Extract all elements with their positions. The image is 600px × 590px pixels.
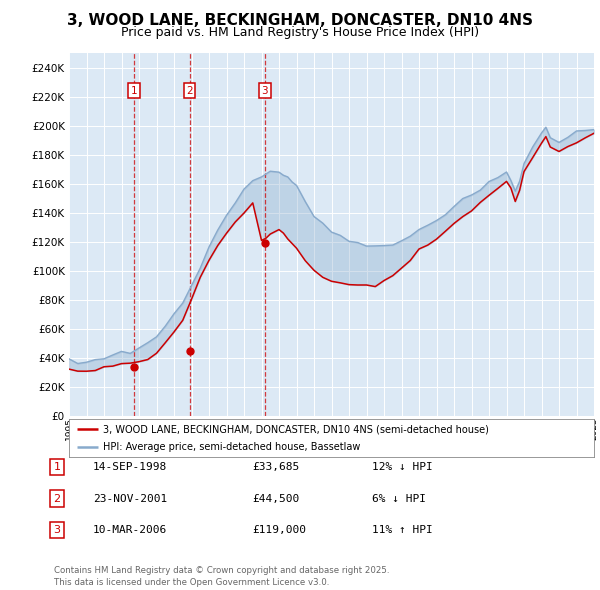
- Text: £119,000: £119,000: [252, 525, 306, 535]
- Text: 12% ↓ HPI: 12% ↓ HPI: [372, 463, 433, 472]
- Text: 3: 3: [53, 525, 61, 535]
- Text: 3: 3: [262, 86, 268, 96]
- Text: £44,500: £44,500: [252, 494, 299, 503]
- Text: Contains HM Land Registry data © Crown copyright and database right 2025.
This d: Contains HM Land Registry data © Crown c…: [54, 566, 389, 587]
- Text: 1: 1: [131, 86, 137, 96]
- Text: 10-MAR-2006: 10-MAR-2006: [93, 525, 167, 535]
- Text: Price paid vs. HM Land Registry's House Price Index (HPI): Price paid vs. HM Land Registry's House …: [121, 26, 479, 39]
- Text: 14-SEP-1998: 14-SEP-1998: [93, 463, 167, 472]
- Text: 3, WOOD LANE, BECKINGHAM, DONCASTER, DN10 4NS: 3, WOOD LANE, BECKINGHAM, DONCASTER, DN1…: [67, 13, 533, 28]
- Text: 23-NOV-2001: 23-NOV-2001: [93, 494, 167, 503]
- Text: £33,685: £33,685: [252, 463, 299, 472]
- Text: 11% ↑ HPI: 11% ↑ HPI: [372, 525, 433, 535]
- Text: 6% ↓ HPI: 6% ↓ HPI: [372, 494, 426, 503]
- Text: 1: 1: [53, 463, 61, 472]
- Text: HPI: Average price, semi-detached house, Bassetlaw: HPI: Average price, semi-detached house,…: [103, 442, 361, 452]
- Text: 2: 2: [186, 86, 193, 96]
- Text: 2: 2: [53, 494, 61, 503]
- Text: 3, WOOD LANE, BECKINGHAM, DONCASTER, DN10 4NS (semi-detached house): 3, WOOD LANE, BECKINGHAM, DONCASTER, DN1…: [103, 424, 489, 434]
